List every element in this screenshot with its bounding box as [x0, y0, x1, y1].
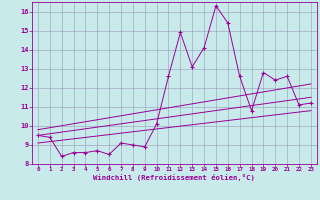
X-axis label: Windchill (Refroidissement éolien,°C): Windchill (Refroidissement éolien,°C) [93, 174, 255, 181]
